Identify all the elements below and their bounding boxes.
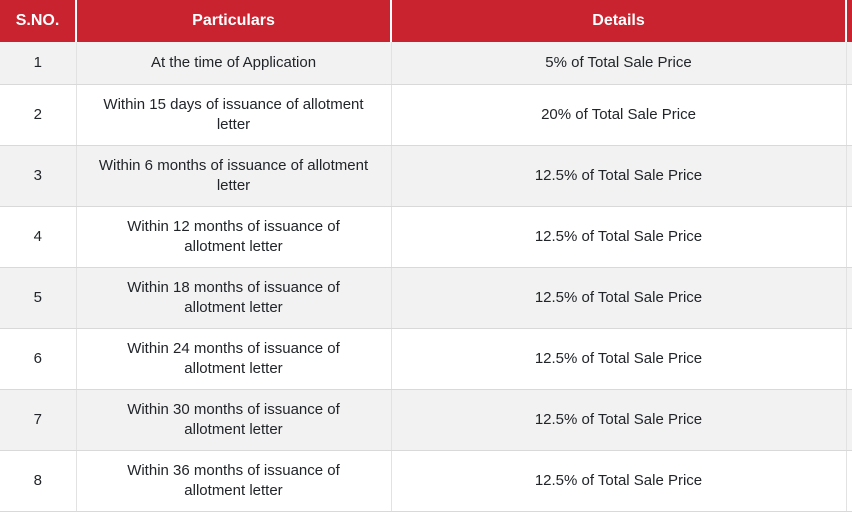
cutoff-cell	[845, 267, 852, 329]
details-cell: 12.5% of Total Sale Price	[390, 206, 846, 268]
header-sno: S.NO.	[0, 0, 76, 42]
sno-cell: 8	[0, 450, 76, 512]
sno-cell: 5	[0, 267, 76, 329]
table-row: 7 Within 30 months of issuance of allotm…	[0, 389, 852, 451]
cutoff-cell	[845, 389, 852, 451]
details-cell: 20% of Total Sale Price	[390, 84, 846, 146]
cutoff-cell	[845, 328, 852, 390]
table-row: 6 Within 24 months of issuance of allotm…	[0, 328, 852, 390]
table-row: 1 At the time of Application 5% of Total…	[0, 42, 852, 85]
header-details: Details	[390, 0, 846, 42]
particulars-cell: Within 36 months of issuance of allotmen…	[75, 450, 391, 512]
table-row: 3 Within 6 months of issuance of allotme…	[0, 145, 852, 207]
particulars-cell: Within 18 months of issuance of allotmen…	[75, 267, 391, 329]
cutoff-cell	[845, 84, 852, 146]
table-header-row: S.NO. Particulars Details	[0, 0, 852, 42]
header-particulars: Particulars	[75, 0, 391, 42]
details-cell: 12.5% of Total Sale Price	[390, 328, 846, 390]
particulars-cell: Within 24 months of issuance of allotmen…	[75, 328, 391, 390]
details-cell: 12.5% of Total Sale Price	[390, 450, 846, 512]
cutoff-cell	[845, 42, 852, 85]
details-cell: 12.5% of Total Sale Price	[390, 267, 846, 329]
details-cell: 12.5% of Total Sale Price	[390, 389, 846, 451]
particulars-cell: At the time of Application	[75, 42, 391, 85]
cutoff-cell	[845, 145, 852, 207]
sno-cell: 4	[0, 206, 76, 268]
cutoff-cell	[845, 206, 852, 268]
particulars-cell: Within 12 months of issuance of allotmen…	[75, 206, 391, 268]
details-cell: 5% of Total Sale Price	[390, 42, 846, 85]
particulars-cell: Within 30 months of issuance of allotmen…	[75, 389, 391, 451]
sno-cell: 2	[0, 84, 76, 146]
cutoff-cell	[845, 450, 852, 512]
table-row: 2 Within 15 days of issuance of allotmen…	[0, 84, 852, 146]
table-row: 8 Within 36 months of issuance of allotm…	[0, 450, 852, 512]
sno-cell: 7	[0, 389, 76, 451]
header-cutoff-cell	[845, 0, 852, 42]
particulars-cell: Within 6 months of issuance of allotment…	[75, 145, 391, 207]
particulars-cell: Within 15 days of issuance of allotment …	[75, 84, 391, 146]
sno-cell: 1	[0, 42, 76, 85]
sno-cell: 3	[0, 145, 76, 207]
details-cell: 12.5% of Total Sale Price	[390, 145, 846, 207]
table-row: 4 Within 12 months of issuance of allotm…	[0, 206, 852, 268]
table-row: 5 Within 18 months of issuance of allotm…	[0, 267, 852, 329]
sno-cell: 6	[0, 328, 76, 390]
